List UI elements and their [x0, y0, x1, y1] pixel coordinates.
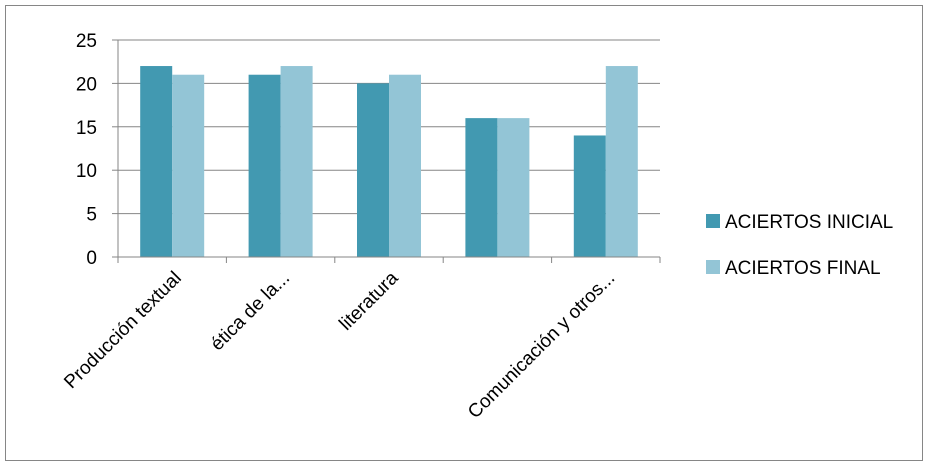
- bar-aciertos-inicial: [248, 74, 281, 257]
- y-axis-ticks: 0 5 10 15 20 25: [76, 31, 97, 269]
- y-tick-label: 15: [76, 118, 97, 139]
- legend-swatch: [706, 260, 720, 274]
- x-category-label: literatura: [335, 267, 402, 334]
- bars: [140, 66, 638, 258]
- x-category-label: Producción textual: [60, 268, 185, 393]
- y-tick-label: 5: [86, 205, 97, 226]
- legend-swatch: [706, 214, 720, 228]
- y-tick-label: 25: [76, 31, 97, 52]
- x-category-label: ética de la...: [207, 268, 294, 355]
- bar-aciertos-final: [497, 118, 530, 258]
- y-tick-label: 0: [86, 248, 97, 269]
- bar-aciertos-inicial: [140, 66, 173, 257]
- legend-label: ACIERTOS INICIAL: [725, 212, 893, 233]
- legend: ACIERTOS INICIAL ACIERTOS FINAL: [706, 212, 893, 279]
- bar-aciertos-final: [605, 66, 638, 257]
- bar-aciertos-final: [172, 74, 205, 257]
- legend-label: ACIERTOS FINAL: [725, 258, 881, 279]
- axes: [112, 39, 661, 263]
- bar-aciertos-inicial: [573, 135, 606, 257]
- y-tick-label: 20: [76, 74, 97, 95]
- bar-aciertos-final: [280, 66, 313, 257]
- bar-aciertos-final: [389, 74, 421, 257]
- x-category-label: Comunicación y otros...: [464, 268, 619, 423]
- bar-aciertos-inicial: [357, 83, 389, 258]
- bar-aciertos-inicial: [465, 118, 498, 258]
- x-axis-categories: Producción textual ética de la... literatu…: [60, 267, 619, 423]
- y-tick-label: 10: [76, 161, 97, 182]
